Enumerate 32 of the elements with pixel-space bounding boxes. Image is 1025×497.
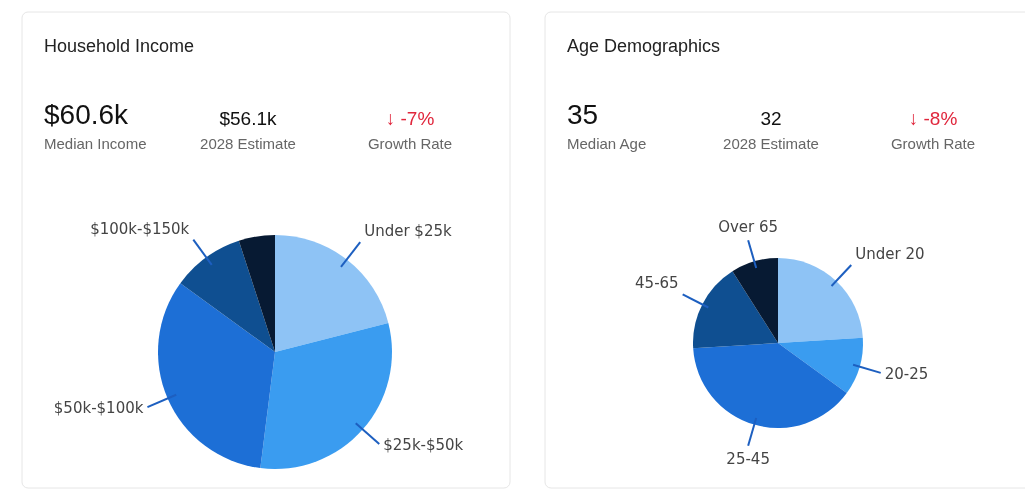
- slice-label: Over 65: [718, 218, 779, 237]
- pie-slice: [732, 258, 778, 343]
- slice-label: 20-25: [884, 364, 929, 383]
- text: Growth Rate: [890, 135, 976, 152]
- slice-label: Under $25k: [364, 222, 452, 241]
- text: 35: [567, 99, 599, 130]
- chart-title: Household Income: [44, 36, 195, 56]
- pie-slice: [238, 235, 275, 352]
- text: Median Age: [567, 135, 647, 152]
- text: Growth Rate: [367, 135, 453, 152]
- slice-label: 25-45: [726, 449, 770, 468]
- slice-label: $25k-$50k: [383, 435, 464, 454]
- slice-label: Under 20: [855, 245, 925, 263]
- text: 2028 Estimate: [200, 135, 296, 152]
- text: Median Income: [44, 135, 147, 152]
- text: ↓ -8%: [908, 108, 958, 129]
- text: ↓ -7%: [385, 108, 435, 129]
- chart-title: Age Demographics: [567, 36, 721, 56]
- slice-label: $50k-$100k: [53, 399, 144, 418]
- slice-label: $100k-$150k: [90, 219, 190, 238]
- pie-slice: [158, 283, 275, 469]
- pie-slice: [778, 337, 863, 393]
- text: $56.1k: [219, 108, 278, 129]
- pie-slice: [180, 240, 275, 352]
- slice-label: 45-65: [635, 274, 679, 293]
- text: 32: [760, 108, 782, 129]
- text: 2028 Estimate: [723, 135, 819, 152]
- pie-slice: [693, 343, 847, 428]
- text: $60.6k: [44, 99, 130, 130]
- pie-slice: [693, 271, 778, 349]
- pie-slice: [778, 258, 863, 343]
- pie-slice: [275, 235, 389, 352]
